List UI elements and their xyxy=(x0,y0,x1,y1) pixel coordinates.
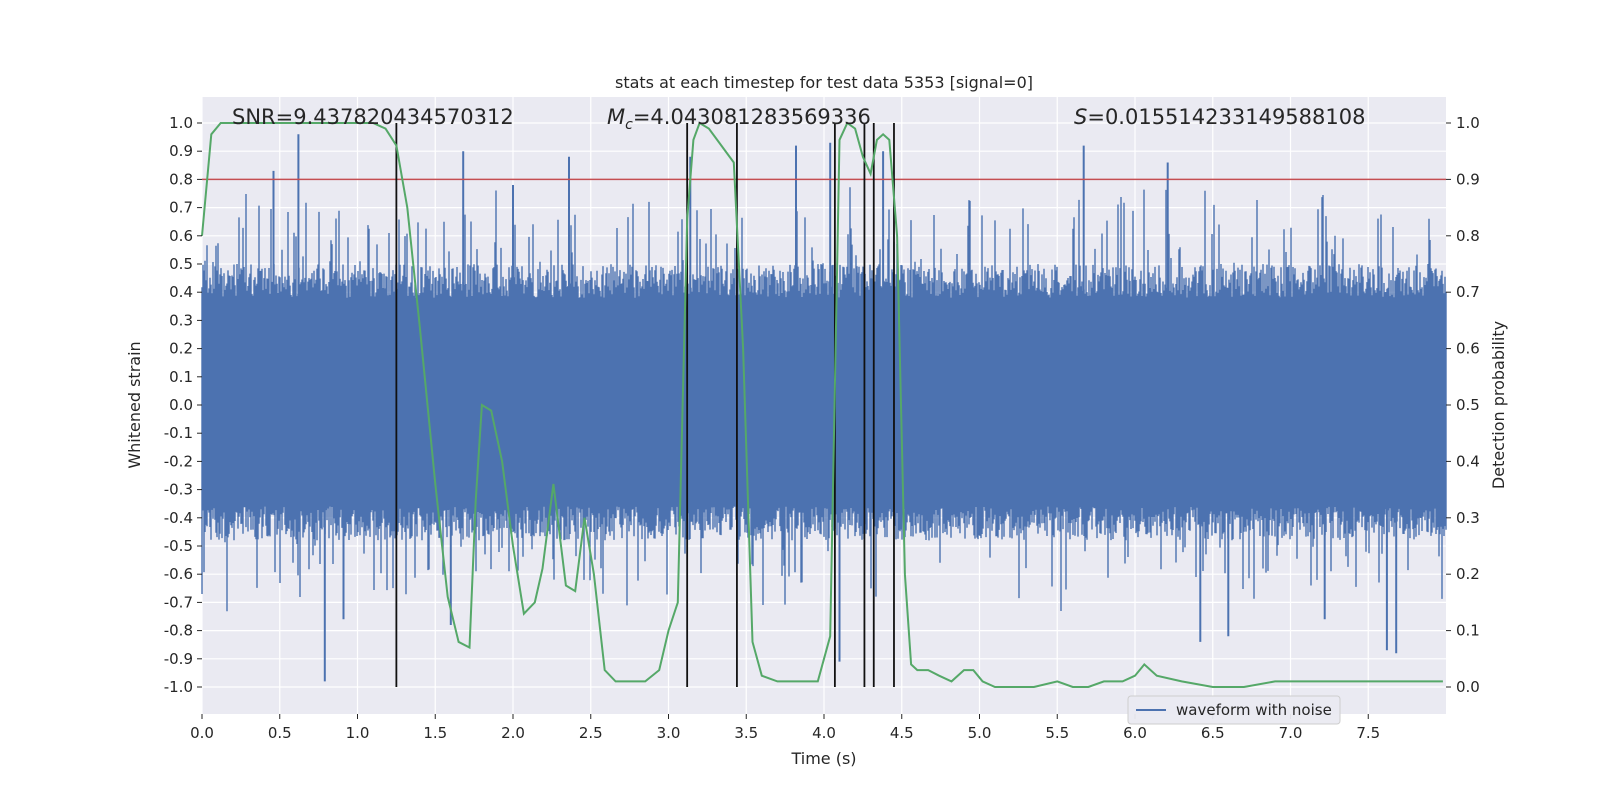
y-left-tick-labels: -1.0 -0.9 -0.8 -0.7 -0.6 -0.5 -0.4 -0.3 -0.2 -0.1… xyxy=(164,114,202,696)
y-right-tick-label: 0.1 xyxy=(1456,622,1480,640)
chirp-mass-value: =4.043081283569336 xyxy=(633,105,871,129)
x-tick-label: 0.0 xyxy=(190,724,214,742)
y-left-tick-label: 0.0 xyxy=(169,396,193,414)
legend-label: waveform with noise xyxy=(1176,701,1332,719)
x-tick-label: 1.0 xyxy=(346,724,370,742)
score-symbol: S xyxy=(1074,105,1087,129)
chirp-mass-subscript: c xyxy=(625,117,633,133)
x-tick-label: 1.5 xyxy=(423,724,447,742)
x-tick-label: 5.5 xyxy=(1045,724,1069,742)
x-tick-label: 4.5 xyxy=(890,724,914,742)
probability-series xyxy=(201,121,1443,688)
x-tick-label: 7.5 xyxy=(1356,724,1380,742)
y-left-tick-label: 1.0 xyxy=(169,114,193,132)
y-left-tick-label: -0.7 xyxy=(164,593,193,611)
score-value: =0.015514233149588108 xyxy=(1087,105,1365,129)
y-left-tick-label: -0.4 xyxy=(164,509,193,527)
y-right-tick-label: 1.0 xyxy=(1456,114,1480,132)
x-tick-label: 3.5 xyxy=(734,724,758,742)
y-left-tick-label: 0.8 xyxy=(169,170,193,188)
y-right-tick-label: 0.4 xyxy=(1456,452,1480,470)
legend: waveform with noise xyxy=(1127,695,1341,725)
y-left-tick-label: -1.0 xyxy=(164,678,193,696)
y-right-tick-labels: 0.0 0.1 0.2 0.3 0.4 0.5 0.6 0.7 0.8 0.9 1.0 xyxy=(1446,114,1480,696)
x-tick-label: 0.5 xyxy=(268,724,292,742)
y-right-tick-label: 0.7 xyxy=(1456,283,1480,301)
y-right-tick-label: 0.3 xyxy=(1456,509,1480,527)
x-tick-label: 2.0 xyxy=(501,724,525,742)
y-left-tick-label: -0.3 xyxy=(164,481,193,499)
y-right-tick-label: 0.0 xyxy=(1456,678,1480,696)
y-left-tick-label: 0.6 xyxy=(169,227,193,245)
y-left-tick-label: 0.3 xyxy=(169,311,193,329)
y-right-tick-label: 0.2 xyxy=(1456,565,1480,583)
waveform-noise-band xyxy=(201,187,1447,612)
chirp-mass-symbol: M xyxy=(607,105,625,129)
y-left-tick-label: 0.7 xyxy=(169,199,193,217)
y-right-tick-label: 0.9 xyxy=(1456,170,1480,188)
y-left-tick-label: -0.6 xyxy=(164,565,193,583)
y-right-axis-label: Detection probability xyxy=(1489,321,1508,489)
y-left-tick-label: 0.9 xyxy=(169,142,193,160)
x-tick-label: 4.0 xyxy=(812,724,836,742)
y-left-axis-label: Whitened strain xyxy=(125,341,144,468)
y-left-tick-label: -0.2 xyxy=(164,452,193,470)
y-left-tick-label: -0.5 xyxy=(164,537,193,555)
y-left-tick-label: -0.1 xyxy=(164,424,193,442)
chart-title: stats at each timestep for test data 535… xyxy=(615,73,1033,92)
y-left-tick-label: 0.5 xyxy=(169,255,193,273)
x-tick-label: 5.0 xyxy=(968,724,992,742)
score-annotation: S=0.015514233149588108 xyxy=(1074,105,1365,129)
y-left-tick-label: 0.1 xyxy=(169,368,193,386)
x-tick-labels: 0.0 0.5 1.0 1.5 2.0 2.5 3.0 3.5 4.0 4.5 5.0 5.5 6.0 6… xyxy=(190,714,1380,742)
x-tick-label: 2.5 xyxy=(579,724,603,742)
y-left-tick-label: 0.2 xyxy=(169,340,193,358)
x-axis-label: Time (s) xyxy=(790,749,856,768)
x-tick-label: 3.0 xyxy=(657,724,681,742)
waveform-peaks xyxy=(272,134,1398,682)
x-tick-label: 7.0 xyxy=(1279,724,1303,742)
legend-box xyxy=(1127,695,1341,725)
y-right-tick-label: 0.6 xyxy=(1456,340,1480,358)
x-tick-label: 6.5 xyxy=(1201,724,1225,742)
probability-line xyxy=(201,121,1443,688)
snr-annotation: SNR=9.437820434570312 xyxy=(232,105,514,129)
y-right-tick-label: 0.8 xyxy=(1456,227,1480,245)
x-tick-label: 6.0 xyxy=(1123,724,1147,742)
y-left-tick-label: 0.4 xyxy=(169,283,193,301)
y-left-tick-label: -0.9 xyxy=(164,650,193,668)
y-left-tick-label: -0.8 xyxy=(164,622,193,640)
y-right-tick-label: 0.5 xyxy=(1456,396,1480,414)
chirp-mass-annotation: Mc=4.043081283569336 xyxy=(607,105,871,133)
waveform-series xyxy=(201,134,1447,682)
